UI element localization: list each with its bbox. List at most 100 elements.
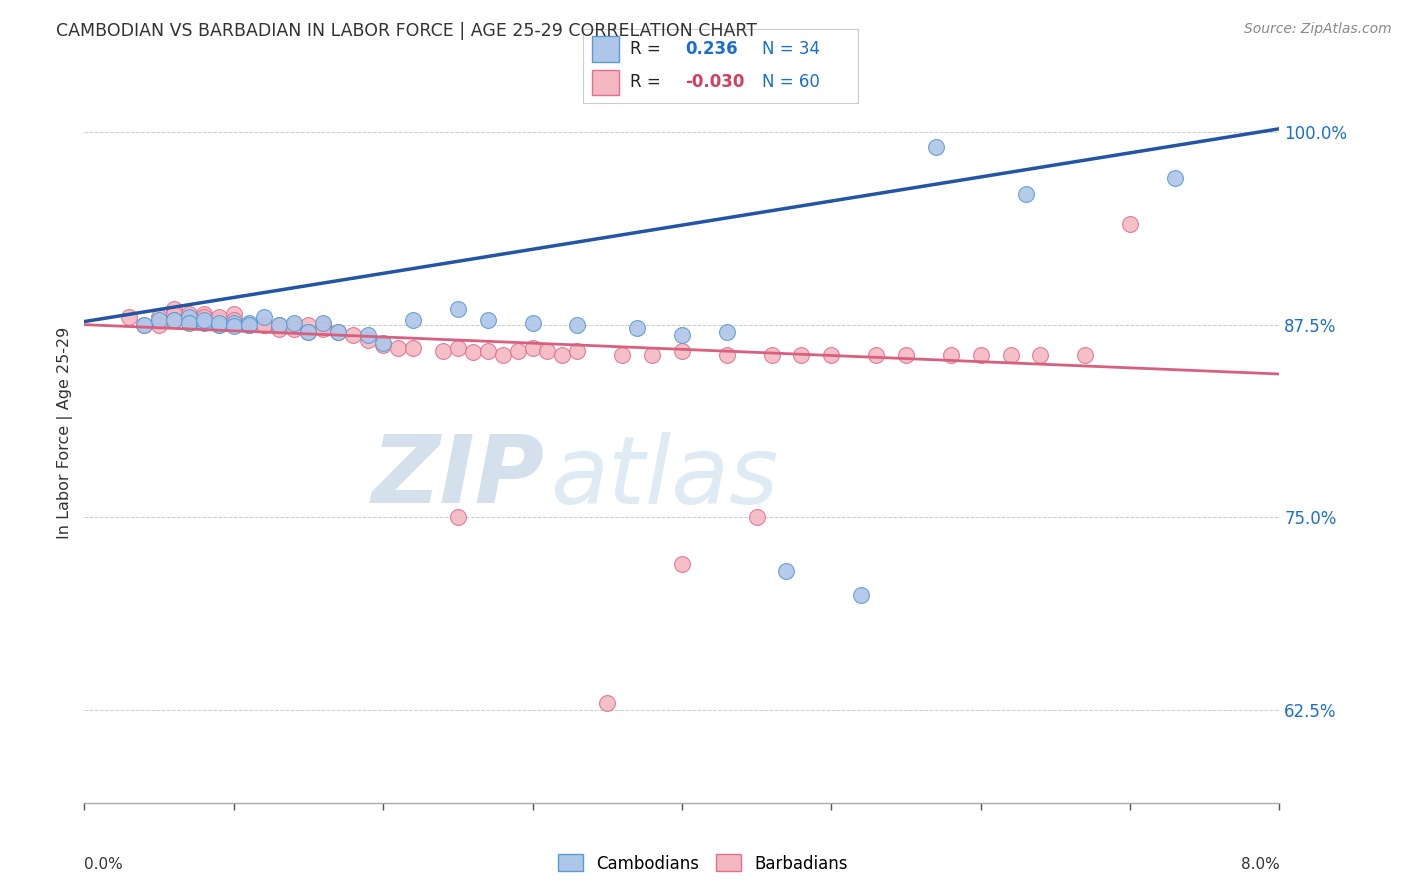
Bar xyxy=(592,70,619,95)
Text: 8.0%: 8.0% xyxy=(1240,857,1279,871)
Point xyxy=(551,349,574,363)
Point xyxy=(283,318,305,332)
Y-axis label: In Labor Force | Age 25-29: In Labor Force | Age 25-29 xyxy=(58,326,73,539)
Point xyxy=(716,349,738,363)
Point xyxy=(118,310,141,324)
Point xyxy=(177,307,200,321)
Point xyxy=(297,326,319,340)
Point xyxy=(432,343,454,358)
Point xyxy=(626,320,648,334)
Point xyxy=(1164,171,1187,186)
Text: ZIP: ZIP xyxy=(371,431,544,523)
Point xyxy=(328,326,350,340)
Point xyxy=(939,349,962,363)
Point xyxy=(373,336,395,351)
Text: 0.236: 0.236 xyxy=(685,40,738,58)
Text: -0.030: -0.030 xyxy=(685,73,744,92)
Point xyxy=(596,696,619,710)
Point xyxy=(492,349,515,363)
Point xyxy=(208,310,231,324)
Point xyxy=(163,302,186,317)
Point xyxy=(820,349,842,363)
Point xyxy=(312,318,335,332)
Point xyxy=(208,318,231,332)
Text: N = 60: N = 60 xyxy=(762,73,820,92)
Point xyxy=(132,318,156,332)
Text: atlas: atlas xyxy=(551,432,779,523)
Point xyxy=(357,328,380,343)
Point xyxy=(342,328,364,343)
Point xyxy=(477,313,499,327)
Point xyxy=(132,318,156,332)
Point xyxy=(177,316,200,330)
Point xyxy=(851,588,873,602)
Point xyxy=(177,310,200,324)
Point xyxy=(1119,218,1142,232)
Text: N = 34: N = 34 xyxy=(762,40,820,58)
Point xyxy=(208,313,231,327)
Point xyxy=(267,318,290,332)
Point xyxy=(312,316,335,330)
Point xyxy=(297,326,319,340)
Point xyxy=(222,318,245,332)
Point xyxy=(1014,186,1036,201)
Point xyxy=(506,343,529,358)
Point xyxy=(208,318,231,332)
Point xyxy=(536,343,558,358)
Point xyxy=(312,322,335,336)
Point xyxy=(387,341,409,355)
Point xyxy=(1074,349,1097,363)
Point xyxy=(177,314,200,328)
Point xyxy=(357,333,380,347)
Point xyxy=(865,349,887,363)
Point xyxy=(222,319,245,334)
Point xyxy=(671,328,693,343)
Point xyxy=(671,343,693,358)
Point xyxy=(522,341,544,355)
Point xyxy=(148,310,170,324)
Point xyxy=(222,307,245,321)
Point xyxy=(253,318,276,332)
Point xyxy=(925,140,948,154)
Text: Source: ZipAtlas.com: Source: ZipAtlas.com xyxy=(1244,22,1392,37)
Point xyxy=(283,322,305,336)
Point xyxy=(163,313,186,327)
Point xyxy=(163,313,186,327)
Point xyxy=(148,318,170,332)
Point xyxy=(671,557,693,571)
Point xyxy=(238,318,260,332)
Point xyxy=(328,326,350,340)
Point xyxy=(1029,349,1052,363)
Point xyxy=(238,316,260,330)
Point xyxy=(208,316,231,330)
Point xyxy=(222,313,245,327)
Text: R =: R = xyxy=(630,40,661,58)
Point xyxy=(716,326,738,340)
Point xyxy=(253,310,276,324)
Point xyxy=(641,349,664,363)
Point xyxy=(1000,349,1022,363)
Point xyxy=(970,349,993,363)
Point xyxy=(447,341,470,355)
Point xyxy=(283,316,305,330)
Text: R =: R = xyxy=(630,73,661,92)
Point xyxy=(761,349,783,363)
Text: CAMBODIAN VS BARBADIAN IN LABOR FORCE | AGE 25-29 CORRELATION CHART: CAMBODIAN VS BARBADIAN IN LABOR FORCE | … xyxy=(56,22,758,40)
Point xyxy=(148,313,170,327)
Point xyxy=(775,565,797,579)
Point xyxy=(477,343,499,358)
Point xyxy=(193,316,215,330)
Point xyxy=(567,343,589,358)
Point xyxy=(447,302,470,317)
Point xyxy=(238,318,260,332)
Point xyxy=(567,318,589,332)
Point xyxy=(253,318,276,332)
Point xyxy=(193,310,215,324)
Point xyxy=(373,337,395,351)
Point xyxy=(461,345,484,359)
Point xyxy=(790,349,813,363)
Point xyxy=(297,318,319,332)
Point xyxy=(222,316,245,330)
Point xyxy=(193,313,215,327)
Point xyxy=(267,322,290,336)
